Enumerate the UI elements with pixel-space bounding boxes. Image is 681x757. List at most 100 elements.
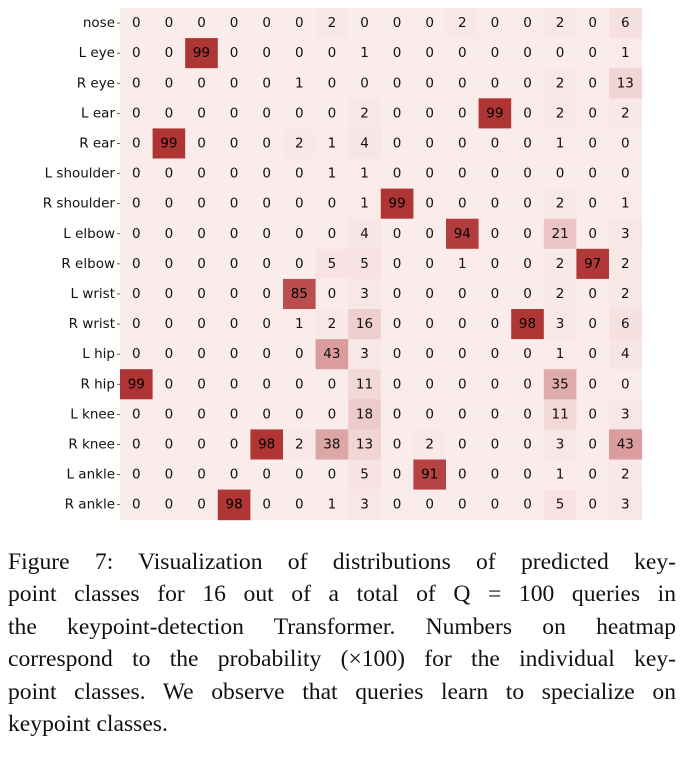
cell-value: 0: [197, 105, 206, 121]
cell-value: 0: [425, 15, 434, 31]
heatmap-cell: [315, 98, 349, 129]
heatmap-cell: [283, 128, 317, 159]
cell-value: 0: [425, 105, 434, 121]
cell-value: 0: [197, 316, 206, 332]
heatmap-cell: [250, 8, 284, 39]
heatmap-cell: [185, 8, 219, 39]
heatmap-row: L ankle 0 0 0 0 0 0 0 5 0 91 0 0 0 1 0 2: [66, 459, 643, 491]
cell-value: 0: [458, 286, 467, 302]
heatmap-cell: [185, 188, 219, 220]
cell-value: 0: [262, 286, 271, 302]
cell-value: 0: [491, 75, 500, 91]
heatmap-cell: [609, 248, 643, 280]
cell-value: 0: [328, 75, 337, 91]
heatmap-cell: [152, 128, 186, 159]
heatmap-cell: [120, 158, 154, 190]
heatmap-cell: [185, 369, 219, 400]
heatmap-cell: [478, 218, 512, 250]
cell-value: 0: [491, 166, 500, 182]
heatmap-cell: [348, 8, 382, 39]
heatmap-row: R elbow 0 0 0 0 0 0 5 5 0 0 1 0 0 2 97 2: [61, 248, 643, 280]
cell-value: 0: [295, 467, 304, 483]
cell-value: 0: [588, 105, 597, 121]
heatmap-cell: [446, 68, 480, 99]
cell-value: 0: [588, 497, 597, 513]
cell-value: 0: [230, 196, 239, 212]
cell-value: 0: [621, 166, 630, 182]
cell-value: 5: [328, 256, 337, 272]
cell-value: 0: [262, 196, 271, 212]
cell-value: 0: [393, 316, 402, 332]
cell-value: 0: [523, 196, 532, 212]
cell-value: 16: [356, 316, 373, 332]
row-label: L eye: [79, 45, 115, 61]
cell-value: 0: [425, 316, 434, 332]
heatmap-cell: [576, 188, 610, 220]
heatmap-cell: [413, 38, 447, 69]
cell-value: 0: [132, 196, 141, 212]
cell-value: 0: [523, 467, 532, 483]
heatmap-cell: [543, 8, 577, 39]
cell-value: 2: [328, 15, 337, 31]
heatmap-cell: [315, 8, 349, 39]
heatmap-cell: [543, 68, 577, 99]
heatmap-cell: [543, 459, 577, 491]
cell-value: 3: [621, 226, 630, 242]
cell-value: 0: [295, 226, 304, 242]
cell-value: 0: [588, 166, 597, 182]
cell-value: 2: [556, 15, 565, 31]
cell-value: 0: [230, 467, 239, 483]
heatmap-cell: [250, 38, 284, 69]
heatmap-cell: [446, 38, 480, 69]
row-label: L knee: [70, 406, 115, 422]
cell-value: 2: [556, 75, 565, 91]
cell-value: 0: [393, 376, 402, 392]
cell-value: 0: [491, 346, 500, 362]
cell-value: 0: [588, 45, 597, 61]
heatmap-cell: [120, 38, 154, 69]
heatmap-cell: [446, 248, 480, 280]
cell-value: 0: [197, 497, 206, 513]
cell-value: 0: [491, 196, 500, 212]
cell-value: 0: [132, 467, 141, 483]
cell-value: 0: [588, 316, 597, 332]
heatmap-cell: [543, 248, 577, 280]
cell-value: 0: [458, 406, 467, 422]
heatmap-cell: [511, 8, 545, 39]
cell-value: 43: [617, 436, 634, 452]
cell-value: 0: [262, 467, 271, 483]
heatmap-cell: [478, 8, 512, 39]
heatmap-cell: [543, 278, 577, 310]
heatmap-cell: [511, 188, 545, 220]
cell-value: 0: [393, 15, 402, 31]
heatmap-cell: [120, 309, 154, 340]
cell-value: 99: [486, 105, 503, 121]
cell-value: 2: [458, 15, 467, 31]
cell-value: 0: [262, 75, 271, 91]
heatmap-cell: [446, 309, 480, 340]
figure-caption: Figure 7: Visualization of distributions…: [8, 546, 676, 740]
cell-value: 0: [132, 436, 141, 452]
cell-value: 0: [393, 436, 402, 452]
heatmap-cell: [543, 339, 577, 370]
heatmap-cell: [511, 38, 545, 69]
row-label: L elbow: [63, 226, 115, 242]
cell-value: 0: [132, 316, 141, 332]
row-label: R elbow: [61, 256, 115, 272]
cell-value: 0: [165, 45, 174, 61]
heatmap-cell: [348, 309, 382, 340]
cell-value: 0: [360, 15, 369, 31]
heatmap-cell: [250, 98, 284, 129]
heatmap-cell: [413, 459, 447, 491]
heatmap-cell: [250, 369, 284, 400]
cell-value: 0: [262, 376, 271, 392]
heatmap-cell: [185, 68, 219, 99]
heatmap-cell: [348, 128, 382, 159]
cell-value: 0: [197, 286, 206, 302]
heatmap-cell: [152, 248, 186, 280]
heatmap-cell: [120, 218, 154, 250]
heatmap-cell: [250, 489, 284, 521]
heatmap-cell: [348, 248, 382, 280]
heatmap-cell: [283, 309, 317, 340]
cell-value: 2: [621, 105, 630, 121]
